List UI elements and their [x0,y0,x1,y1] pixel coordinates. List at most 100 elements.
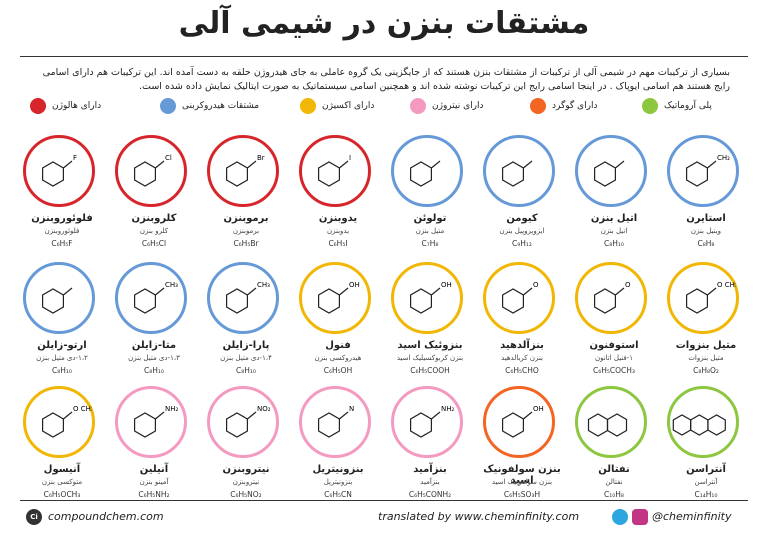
compound-formula: C₉H₁₂ [512,239,532,248]
compound-systematic-name: ۱،۳-دی متیل بنزن [128,354,180,362]
benzene-ring-icon: O CH₃ [42,405,92,438]
legend: پلی آروماتیک دارای گوگرد دارای نیتروژن دارا… [20,98,750,120]
compound-systematic-name: نیتروبنزن [232,478,260,486]
compound-formula: C₁₄H₁₀ [694,490,718,499]
benzene-ring-icon: NO₂ [226,405,271,438]
compound-structure-circle: N [299,386,371,458]
compound-structure-circle: NH₂ [391,386,463,458]
compound-name: اتیل بنزن [590,213,638,224]
compound-formula: C₆H₅SO₃H [503,490,541,499]
compound-name: برموبنزن [223,213,269,224]
compound-card: Cl کلروبنزن کلرو بنزن C₆H₅Cl [108,135,200,265]
footer-source[interactable]: compoundchem.com [48,510,164,523]
compound-name: یدوبنزن [318,213,358,224]
compound-card: OH فنول هیدروکسی بنزن C₆H₅OH [292,262,384,392]
compound-structure-circle: Br [207,135,279,207]
substituent-label: OH [533,405,544,413]
benzene-ring-icon: N [318,405,354,438]
compound-structure-circle: I [299,135,371,207]
substituent-label: N [349,405,354,413]
substituent-label: Br [257,154,265,162]
compound-systematic-name: آمینو بنزن [139,478,169,486]
benzene-ring-icon: O [594,281,631,314]
benzene-ring-icon: F [42,154,77,187]
compound-formula: C₈H₈ [697,239,715,248]
legend-swatch [530,98,546,114]
benzene-ring-icon [587,413,628,437]
compound-systematic-name: بنزآمید [420,478,440,486]
compound-name: استوفنون [589,340,639,351]
compound-formula: C₆H₅NH₂ [138,490,170,499]
benzene-ring-icon [410,160,441,187]
substituent-label: CH₃ [165,281,178,289]
compound-card: تولوئن متیل بنزن C₇H₈ [384,135,476,265]
benzene-ring-icon: O CH₃ [686,281,736,314]
compound-formula: C₆H₅COOH [410,366,450,375]
substituent-label: O CH₃ [717,281,736,289]
legend-item: دارای اکسیژن [300,98,374,114]
substituent-label: Cl [165,154,172,162]
compound-card: CH₃ متا-زایلن ۱،۳-دی متیل بنزن C₈H₁₀ [108,262,200,392]
compound-card: O بنزآلدهید بنزن کربالدهید C₆H₅CHO [476,262,568,392]
substituent-label: OH [441,281,452,289]
benzene-ring-icon: O [502,281,539,314]
compound-name: نفتالن [598,464,630,475]
compound-structure-circle: O CH₃ [23,386,95,458]
compound-card: NH₂ آنیلین آمینو بنزن C₆H₅NH₂ [108,386,200,516]
compound-systematic-name: هیدروکسی بنزن [314,354,362,362]
page-title: مشتقات بنزن در شیمی آلی [178,6,590,41]
compound-formula: C₈H₁₀ [52,366,72,375]
substituent-label: I [349,154,351,162]
compound-name: بنزونیتریل [312,464,364,475]
compound-name: آنیلین [139,464,169,475]
compound-structure-circle: OH [299,262,371,334]
legend-item: دارای هالوژن [30,98,101,114]
compound-formula: C₈H₁₀ [236,366,256,375]
compound-card: NO₂ نیتروبنزن نیتروبنزن C₆H₅NO₂ [200,386,292,516]
compound-name: تولوئن [413,213,447,224]
compound-structure-circle: Cl [115,135,187,207]
substituent-label: NO₂ [257,405,271,413]
telegram-icon[interactable] [612,509,628,525]
compound-structure-circle: NO₂ [207,386,279,458]
compound-card: N بنزونیتریل بنزونیتریل C₆H₅CN [292,386,384,516]
compound-name: متیل بنزوات [675,340,737,351]
compound-formula: C₈H₈O₂ [693,366,719,375]
footer-handle[interactable]: @cheminfinity [652,510,732,523]
compound-systematic-name: کلرو بنزن [139,227,169,235]
compound-card: آنتراسن آنتراسن C₁₄H₁₀ [660,386,752,516]
compound-formula: C₇H₈ [421,239,439,248]
benzene-ring-icon: Cl [134,154,172,187]
legend-swatch [410,98,426,114]
compound-structure-circle: NH₂ [115,386,187,458]
benzene-ring-icon: NH₂ [134,405,179,438]
benzene-ring-icon: CH₃ [134,281,178,314]
benzene-ring-icon: CH₃ [226,281,270,314]
benzene-ring-icon [672,414,726,436]
compound-systematic-name: متیل بنزوات [688,354,724,362]
benzene-ring-icon: NH₂ [410,405,455,438]
benzene-ring-icon [594,160,625,187]
legend-item: دارای نیتروژن [410,98,483,114]
legend-item: دارای گوگرد [530,98,597,114]
substituent-label: O [625,281,631,289]
substituent-label: O [533,281,539,289]
footer-translator[interactable]: translated by www.cheminfinity.com [378,510,580,523]
compound-structure-circle: F [23,135,95,207]
compound-systematic-name: متوکسی بنزن [41,478,83,486]
compound-structure-circle [575,135,647,207]
benzene-ring-icon [42,287,73,314]
compound-systematic-name: اتیل بنزن [600,227,628,235]
compound-structure-circle [23,262,95,334]
legend-swatch [300,98,316,114]
compound-name: بنزآمید [413,464,447,475]
compound-systematic-name: ۱،۴-دی متیل بنزن [220,354,272,362]
compound-systematic-name: برموبنزن [232,227,260,235]
compound-formula: C₆H₅I [328,239,348,248]
legend-swatch [30,98,46,114]
compound-name: بنزوئیک اسید [397,340,463,351]
substituent-label: F [73,154,77,162]
instagram-icon[interactable] [632,509,648,525]
compound-card: CH₂ استایرن وینیل بنزن C₈H₈ [660,135,752,265]
legend-item: پلی آروماتیک [642,98,712,114]
